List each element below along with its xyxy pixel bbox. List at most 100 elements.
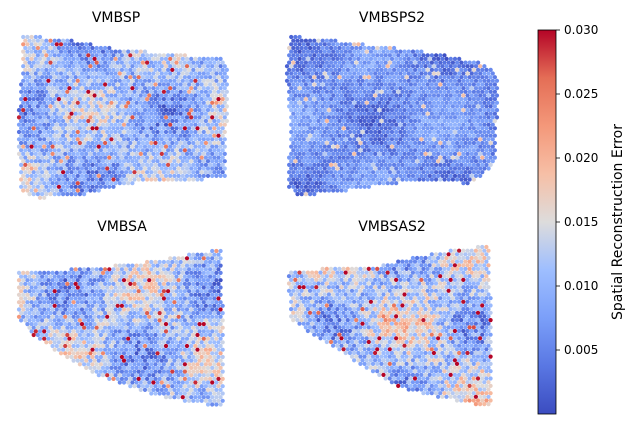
spot [159,351,164,356]
spot [140,97,145,102]
spot [142,285,148,290]
spot [16,285,22,290]
spot [402,64,407,69]
spot [178,303,183,308]
spot [109,300,114,305]
spot [134,263,139,268]
spot [431,144,437,149]
spot [138,100,143,105]
spot [402,159,407,164]
spot [126,307,131,312]
spot [377,137,382,142]
spot [442,133,447,138]
spot [33,285,38,290]
spot [377,151,382,156]
spot [324,126,329,131]
spot [117,49,122,54]
spot [312,148,317,153]
spot [142,86,148,91]
spot [473,100,479,105]
spot [469,173,474,178]
spot [40,281,45,286]
spot [84,358,89,363]
spot [84,336,89,341]
spot [100,151,106,156]
spot [117,322,122,327]
spot [318,188,323,193]
spot [297,78,302,83]
spot [153,162,158,167]
spot [448,122,453,127]
spot [140,347,145,352]
spot [180,256,185,261]
spot [96,100,101,105]
spot [84,42,89,47]
spot [75,42,80,47]
spot [69,192,74,197]
spot [471,155,476,160]
spot [404,60,409,65]
spot [287,155,292,160]
spot [54,56,59,62]
spot [187,274,192,279]
spot [427,137,432,142]
spot [193,336,198,341]
spot [21,159,26,164]
spot [163,129,169,135]
spot [419,49,424,54]
spot [153,303,158,308]
spot [191,67,196,72]
spot [379,53,384,58]
spot [465,100,470,105]
spot [480,82,485,87]
panel-title-vmbsp: VMBSP [92,10,140,26]
spot [94,111,99,116]
spot [316,133,321,138]
spot [21,314,26,319]
spot [212,274,217,279]
spot [48,170,53,175]
spot [467,104,472,109]
spot [77,362,82,367]
spot [23,296,28,301]
spot [184,56,190,62]
spot [33,159,38,164]
spot [77,89,82,94]
spot [452,144,458,149]
spot [476,140,481,146]
spot [149,53,154,58]
spot [155,322,160,327]
spot [136,89,141,94]
spot [337,111,342,116]
spot [31,60,36,65]
spot [297,100,302,105]
panel-title-vmbsas2: VMBSAS2 [358,219,426,235]
spot [379,104,384,109]
spot [103,170,108,175]
spot [364,144,369,149]
spot [79,343,85,349]
spot [333,60,338,65]
spot [96,188,101,193]
spot [184,285,190,290]
spot [352,159,357,164]
spot [452,129,458,135]
spot [297,129,302,135]
spot [31,281,36,286]
spot [289,173,294,178]
spot [413,111,418,116]
spot [153,60,158,65]
spot [109,166,114,171]
spot [23,38,28,43]
spot [431,129,437,135]
spot [310,151,315,156]
spot [318,78,323,83]
spot [205,137,211,142]
spot [124,126,129,131]
spot [442,53,447,58]
spot [320,140,325,146]
spot [50,329,55,334]
spot [71,49,76,54]
spot [358,97,363,102]
spot [333,75,338,80]
